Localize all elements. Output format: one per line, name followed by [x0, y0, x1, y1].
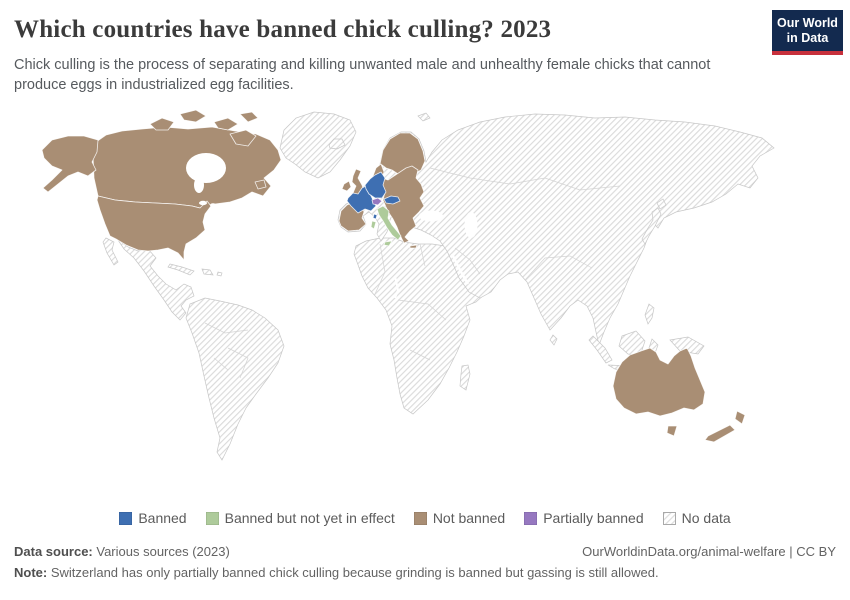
region-alaska[interactable]: [41, 135, 99, 193]
region-italy[interactable]: [376, 205, 402, 241]
region-new-zealand-south[interactable]: [704, 424, 736, 443]
red-sea: [450, 253, 470, 285]
region-austria[interactable]: [383, 195, 401, 205]
region-sardinia[interactable]: [370, 220, 377, 230]
region-newfoundland[interactable]: [254, 179, 267, 190]
region-scandinavia[interactable]: [379, 132, 426, 175]
legend-item-banned-not-yet[interactable]: Banned but not yet in effect: [205, 510, 395, 526]
data-source-value: Various sources (2023): [92, 544, 230, 559]
region-madagascar[interactable]: [459, 364, 471, 391]
caspian-sea: [464, 212, 478, 238]
region-new-zealand-north[interactable]: [734, 410, 746, 425]
great-lakes-2: [210, 203, 216, 207]
note-value: Switzerland has only partially banned ch…: [47, 565, 659, 580]
owid-link[interactable]: OurWorldinData.org/animal-welfare | CC B…: [582, 544, 836, 559]
hudson-bay: [186, 153, 226, 183]
legend-label: Banned: [138, 510, 187, 526]
region-corsica[interactable]: [372, 213, 378, 220]
james-bay: [194, 177, 204, 193]
region-sicily[interactable]: [383, 240, 393, 247]
legend-item-partially-banned[interactable]: Partially banned: [524, 510, 644, 526]
chart-subtitle: Chick culling is the process of separati…: [14, 57, 711, 93]
region-svalbard[interactable]: [417, 112, 431, 122]
region-greenland[interactable]: [279, 111, 357, 179]
legend-item-not-banned[interactable]: Not banned: [413, 510, 506, 526]
legend-label: Partially banned: [543, 510, 644, 526]
world-map[interactable]: [0, 108, 850, 506]
data-source-label: Data source:: [14, 544, 93, 559]
region-crete[interactable]: [409, 244, 418, 249]
note-label: Note:: [14, 565, 48, 580]
legend-item-no-data[interactable]: No data: [662, 510, 731, 526]
region-iceland[interactable]: [328, 138, 346, 150]
region-sri-lanka[interactable]: [549, 334, 558, 346]
owid-logo-line1: Our World: [777, 16, 838, 30]
region-arctic-islands[interactable]: [149, 109, 259, 147]
region-australia[interactable]: [612, 347, 706, 417]
chart-footer: Data source: Various sources (2023) OurW…: [14, 544, 836, 580]
legend-swatch-no-data-icon: [662, 511, 676, 525]
africa-internal-borders: [374, 243, 447, 361]
region-cuba[interactable]: [167, 263, 195, 276]
region-japan-hokkaido[interactable]: [656, 198, 667, 210]
region-hispaniola[interactable]: [201, 268, 214, 276]
data-source-line: Data source: Various sources (2023): [14, 544, 230, 559]
region-tasmania[interactable]: [666, 425, 678, 437]
region-central-america[interactable]: [117, 239, 195, 321]
owid-logo[interactable]: Our World in Data: [772, 10, 843, 55]
region-new-guinea[interactable]: [669, 336, 705, 355]
page-title: Which countries have banned chick cullin…: [14, 16, 552, 43]
world-map-svg[interactable]: [0, 108, 850, 506]
region-united-states[interactable]: [96, 195, 212, 261]
great-lakes: [199, 200, 207, 206]
black-sea: [419, 210, 443, 222]
region-africa[interactable]: [353, 237, 487, 415]
region-japan[interactable]: [641, 207, 662, 245]
note-line: Note: Switzerland has only partially ban…: [14, 565, 836, 580]
owid-logo-line2: in Data: [786, 30, 829, 45]
baltic-gulf: [394, 275, 400, 299]
legend-swatch-partially-banned-icon: [524, 511, 538, 525]
legend-swatch-banned-icon: [119, 511, 133, 525]
legend-swatch-not-banned-icon: [413, 511, 427, 525]
legend-item-banned[interactable]: Banned: [119, 510, 187, 526]
region-germany[interactable]: [364, 171, 387, 199]
asia-internal-borders: [429, 167, 621, 281]
region-switzerland[interactable]: [371, 197, 383, 206]
legend-swatch-banned-not-yet-icon: [205, 511, 219, 525]
region-south-america[interactable]: [185, 297, 285, 461]
samerica-internal-borders: [204, 322, 249, 379]
region-sumatra[interactable]: [588, 335, 613, 364]
map-legend: Banned Banned but not yet in effect Not …: [0, 510, 850, 526]
legend-label: Not banned: [432, 510, 506, 526]
region-caribbean-island[interactable]: [216, 271, 223, 277]
region-ireland[interactable]: [341, 180, 352, 192]
region-mexico-central-america[interactable]: [102, 237, 119, 266]
legend-label: No data: [681, 510, 731, 526]
region-philippines[interactable]: [644, 303, 655, 325]
legend-label: Banned but not yet in effect: [224, 510, 395, 526]
